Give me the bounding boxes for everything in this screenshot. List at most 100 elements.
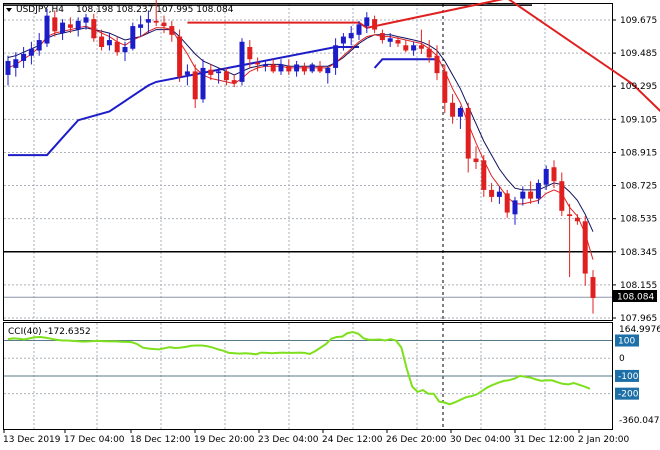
- price-tick-label: 109.675: [620, 16, 657, 26]
- candle-body: [356, 24, 362, 35]
- candle-body: [372, 19, 378, 30]
- candle-body: [418, 45, 424, 49]
- candle-body: [301, 66, 307, 72]
- candle-body: [138, 24, 144, 28]
- cci-tick-label: 100: [618, 337, 635, 347]
- main-panel-frame: [3, 3, 613, 321]
- price-tick-label: 107.965: [620, 314, 657, 324]
- price-axis[interactable]: 109.675 109.485 109.295 109.105 108.915 108.7…: [612, 16, 657, 324]
- candle-body: [520, 191, 526, 199]
- candle-body: [340, 36, 346, 44]
- candle-body: [200, 67, 206, 100]
- ma-slow-line: [7, 27, 594, 232]
- candle-body: [574, 217, 580, 222]
- candle-body: [286, 66, 292, 72]
- candle-body: [231, 80, 237, 84]
- cci-tick-label: 164.9976: [619, 325, 660, 335]
- candle-body: [44, 15, 50, 44]
- candle-body: [465, 108, 471, 159]
- stop-lines: [8, 0, 660, 157]
- cci-tick-label: -200: [618, 390, 639, 400]
- stop-line-lower: [373, 58, 437, 69]
- price-tick-label: 108.155: [620, 281, 657, 291]
- candles: [5, 0, 596, 314]
- time-tick-label: 30 Dec 04:00: [450, 435, 511, 445]
- candle-body: [450, 102, 456, 117]
- candle-body: [130, 26, 136, 49]
- candle-body: [247, 47, 253, 60]
- time-tick-label: 26 Dec 20:00: [386, 435, 447, 445]
- candle-body: [5, 60, 11, 75]
- cci-line: [7, 330, 591, 406]
- candle-body: [255, 62, 261, 65]
- time-tick-label: 13 Dec 2019: [3, 435, 61, 445]
- candle-body: [270, 64, 276, 72]
- symbol-label: USDJPY,H4: [16, 5, 64, 15]
- candle-body: [379, 33, 385, 41]
- candle-body: [52, 17, 58, 32]
- time-tick-label: 2 Jan 20:00: [578, 435, 630, 445]
- candle-body: [442, 71, 448, 103]
- candle-body: [60, 22, 66, 34]
- cci-axis[interactable]: 164.9976 100 0 -100 -200 -360.0478: [615, 325, 660, 426]
- candle-body: [364, 17, 370, 27]
- price-tick-label: 109.295: [620, 82, 657, 92]
- candle-body: [504, 193, 510, 213]
- moving-averages: [7, 25, 594, 260]
- candle-body: [99, 36, 105, 48]
- candle-body: [239, 41, 245, 82]
- candle-body: [208, 69, 214, 75]
- current-price-tag: [613, 290, 657, 302]
- candle-body: [395, 40, 401, 44]
- cci-level-tag: [615, 369, 639, 382]
- candle-body: [551, 167, 557, 182]
- price-tick-label: 108.345: [620, 248, 657, 258]
- price-tick-label: 108.725: [620, 182, 657, 192]
- candle-body: [161, 22, 167, 27]
- candle-body: [278, 64, 284, 72]
- candle-body: [262, 64, 268, 67]
- candle-body: [590, 277, 596, 298]
- candle-body: [13, 59, 19, 68]
- candle-body: [83, 17, 89, 23]
- time-tick-label: 31 Dec 12:00: [514, 435, 575, 445]
- time-tick-label: 19 Dec 20:00: [194, 435, 255, 445]
- candle-body: [543, 169, 549, 185]
- candle-body: [114, 41, 120, 53]
- candle-body: [309, 64, 315, 72]
- candle-body: [567, 214, 573, 217]
- candle-body: [36, 40, 42, 51]
- candle-body: [348, 33, 354, 39]
- candle-body: [333, 45, 339, 68]
- cci-tick-label: -100: [618, 372, 639, 382]
- cci-tick-label: 0: [619, 354, 625, 364]
- candle-body: [28, 48, 34, 56]
- candle-body: [223, 71, 229, 81]
- candle-body: [91, 19, 97, 39]
- horizontal-levels: [4, 4, 612, 429]
- candle-body: [317, 66, 323, 72]
- candle-body: [411, 45, 417, 51]
- candle-body: [489, 189, 495, 197]
- time-tick-label: 18 Dec 12:00: [130, 435, 191, 445]
- candle-body: [106, 40, 112, 46]
- price-tick-label: 109.105: [620, 115, 657, 125]
- candle-body: [496, 191, 502, 197]
- candle-body: [481, 160, 487, 190]
- price-tick-label: 108.535: [620, 215, 657, 225]
- candle-body: [426, 48, 432, 58]
- candle-body: [169, 26, 175, 35]
- time-axis[interactable]: 13 Dec 2019 17 Dec 04:00 18 Dec 12:00 19 De…: [3, 429, 630, 445]
- time-tick-label: 17 Dec 04:00: [64, 435, 125, 445]
- price-tick-label: 108.915: [620, 148, 657, 158]
- candle-body: [325, 67, 331, 74]
- candle-body: [512, 200, 518, 215]
- stop-line-upper: [187, 0, 660, 113]
- candle-body: [67, 24, 73, 28]
- candle-body: [457, 108, 463, 117]
- collapse-arrow-icon[interactable]: [6, 8, 12, 12]
- time-tick-label: 23 Dec 04:00: [258, 435, 319, 445]
- candle-body: [387, 38, 393, 42]
- candle-body: [216, 71, 222, 74]
